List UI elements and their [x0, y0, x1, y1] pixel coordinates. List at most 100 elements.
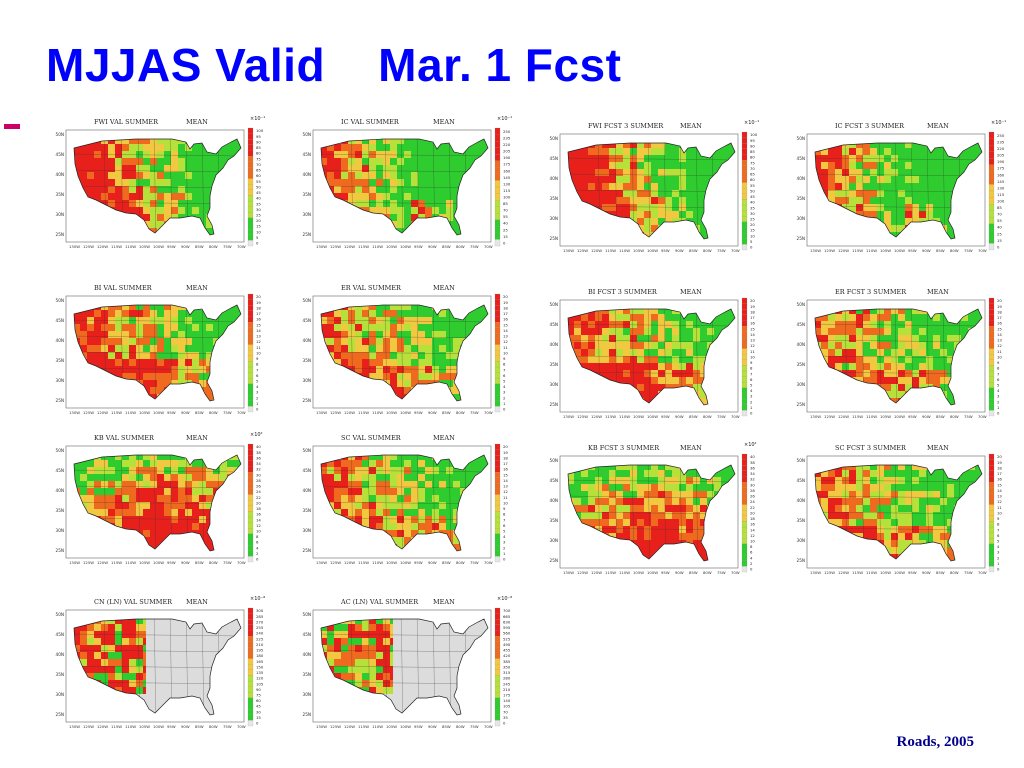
- lon-tick-label: 115W: [358, 410, 369, 415]
- panel-header: FWI VAL SUMMER MEAN: [36, 116, 272, 128]
- colorbar-label: 385: [503, 659, 511, 664]
- colorbar-swatch: [988, 145, 995, 152]
- panel-header: IC VAL SUMMER MEAN: [283, 116, 519, 128]
- colorbar-label: 19: [503, 300, 508, 305]
- colorbar-label: 19: [997, 304, 1002, 309]
- lat-tick-label: 45N: [56, 468, 64, 473]
- colorbar-label: 180: [256, 653, 264, 658]
- lon-tick-label: 120W: [591, 414, 602, 419]
- colorbar-swatch: [247, 494, 254, 501]
- colorbar-swatch: [494, 232, 501, 240]
- lat-tick-label: 50N: [797, 458, 805, 463]
- colorbar-label: 50: [256, 184, 261, 189]
- panel-stat: MEAN: [186, 284, 208, 292]
- colorbar-swatch: [494, 355, 501, 362]
- colorbar-swatch: [988, 131, 995, 139]
- colorbar-label: 3: [503, 390, 506, 395]
- colorbar-label: 25: [503, 227, 508, 232]
- colorbar-swatch: [741, 348, 748, 355]
- colorbar-swatch: [741, 137, 748, 144]
- colorbar-label: 0: [750, 411, 753, 416]
- colorbar-multiplier: ×10⁻⁸: [250, 596, 266, 602]
- colorbar-label: 220: [503, 142, 511, 147]
- colorbar-swatch: [741, 244, 748, 251]
- colorbar-swatch: [247, 293, 254, 300]
- lat-tick-label: 50N: [303, 612, 311, 617]
- colorbar-swatch: [247, 636, 254, 642]
- colorbar-label: 55: [256, 179, 261, 184]
- colorbar-label: 24: [256, 489, 261, 494]
- lon-tick-label: 70W: [237, 560, 246, 565]
- colorbar-swatch: [741, 410, 748, 417]
- colorbar-swatch: [494, 466, 501, 473]
- colorbar-multiplier: ×10⁻¹: [250, 116, 266, 122]
- lon-tick-label: 70W: [484, 244, 493, 249]
- colorbar-label: 4: [503, 384, 506, 389]
- lon-tick-label: 125W: [83, 724, 94, 729]
- colorbar-label: 40: [256, 444, 261, 449]
- colorbar-swatch: [741, 476, 748, 483]
- lon-tick-label: 85W: [442, 560, 451, 565]
- lon-tick-label: 120W: [344, 410, 355, 415]
- colorbar-label: 95: [256, 134, 261, 139]
- colorbar-label: 15: [256, 224, 261, 229]
- lon-tick-label: 85W: [442, 410, 451, 415]
- colorbar-swatch: [494, 310, 501, 317]
- colorbar-label: 20: [503, 294, 508, 299]
- colorbar-label: 65: [256, 168, 261, 173]
- colorbar-label: 11: [750, 349, 755, 354]
- colorbar-label: 15: [997, 326, 1002, 331]
- lat-tick-label: 45N: [797, 156, 805, 161]
- colorbar-swatch: [741, 216, 748, 222]
- colorbar-label: 0: [997, 567, 1000, 572]
- panel-title: BI FCST 3 SUMMER: [588, 288, 657, 296]
- map-panel: 50N 45N 40N 35N 30N 25N 130W 125W 120W 115W 110W 10…: [36, 596, 272, 741]
- colorbar-label: 250: [997, 133, 1005, 138]
- colorbar-swatch: [741, 510, 748, 516]
- lon-tick-label: 110W: [866, 248, 877, 253]
- colorbar-label: 100: [750, 132, 758, 137]
- colorbar-swatch: [247, 652, 254, 659]
- map-panel: 50N 45N 40N 35N 30N 25N 130W 125W 120W 115W 110W 10…: [283, 282, 519, 427]
- colorbar-swatch: [741, 487, 748, 494]
- lat-tick-label: 35N: [797, 362, 805, 367]
- colorbar-label: 14: [256, 328, 261, 333]
- lon-tick-label: 100W: [153, 244, 164, 249]
- colorbar-swatch: [988, 230, 995, 237]
- colorbar-swatch: [247, 133, 254, 140]
- panel-stat: MEAN: [186, 598, 208, 606]
- lon-tick-label: 90W: [428, 410, 437, 415]
- colorbar-label: 85: [256, 145, 261, 150]
- lon-tick-label: 85W: [442, 724, 451, 729]
- lon-tick-label: 120W: [97, 560, 108, 565]
- colorbar-swatch: [741, 393, 748, 400]
- colorbar-swatch: [741, 526, 748, 533]
- lon-tick-label: 130W: [69, 244, 80, 249]
- colorbar-label: 20: [750, 222, 755, 227]
- lon-tick-label: 100W: [153, 724, 164, 729]
- colorbar-swatch: [247, 550, 254, 557]
- colorbar-label: 18: [750, 309, 755, 314]
- colorbar-swatch: [988, 348, 995, 355]
- colorbar-swatch: [741, 331, 748, 338]
- lon-tick-label: 130W: [316, 560, 327, 565]
- lon-tick-label: 75W: [223, 244, 232, 249]
- colorbar-swatch: [247, 234, 254, 241]
- colorbar-swatch: [494, 173, 501, 181]
- colorbar-label: 12: [256, 339, 261, 344]
- lat-tick-label: 25N: [797, 402, 805, 407]
- colorbar-label: 35: [256, 201, 261, 206]
- lon-tick-label: 125W: [83, 244, 94, 249]
- lon-tick-label: 125W: [330, 560, 341, 565]
- colorbar-swatch: [247, 630, 254, 637]
- colorbar-swatch: [988, 243, 995, 251]
- colorbar-label: 6: [997, 377, 1000, 382]
- lon-tick-label: 75W: [717, 248, 726, 253]
- map-panel: 50N 45N 40N 35N 30N 25N 130W 125W 120W 115W 110W 10…: [283, 596, 519, 741]
- lon-tick-label: 105W: [633, 248, 644, 253]
- panel-stat: MEAN: [186, 434, 208, 442]
- colorbar-swatch: [741, 309, 748, 315]
- lon-tick-label: 120W: [591, 248, 602, 253]
- country-outline: [73, 454, 242, 552]
